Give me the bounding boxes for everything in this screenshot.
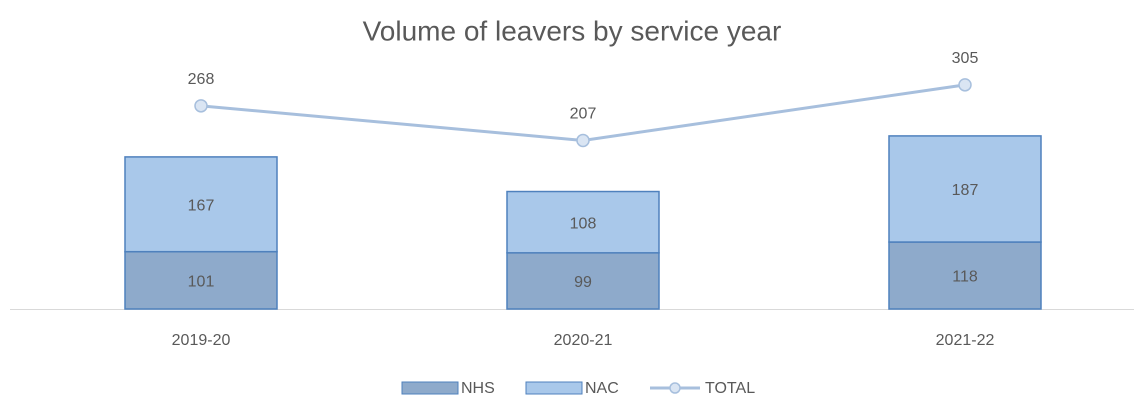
data-label: 108 [570, 215, 597, 232]
x-tick-label: 2019-20 [172, 332, 231, 349]
data-label: 305 [952, 50, 979, 67]
line-marker [958, 78, 972, 92]
chart-title: Volume of leavers by service year [363, 15, 782, 46]
data-label: 167 [188, 198, 215, 215]
legend-marker [669, 382, 681, 394]
data-label: 101 [188, 274, 215, 291]
legend-swatch [401, 381, 459, 395]
data-label: 187 [952, 182, 979, 199]
bar-segment [124, 156, 278, 253]
data-label: 268 [188, 71, 215, 88]
bar-segment [888, 135, 1042, 243]
legend-label: TOTAL [705, 380, 755, 397]
legend-swatch [525, 381, 583, 395]
legend-label: NAC [585, 380, 619, 397]
data-label: 207 [570, 106, 597, 123]
data-label: 118 [952, 269, 978, 286]
bar-segment [124, 250, 278, 310]
bar-segment [506, 190, 660, 254]
x-tick-label: 2020-21 [554, 332, 613, 349]
line-marker [194, 99, 208, 113]
x-tick-label: 2021-22 [936, 332, 995, 349]
legend-label: NHS [461, 380, 495, 397]
line-marker [576, 133, 590, 148]
bar-segment [506, 252, 660, 310]
data-label: 99 [574, 274, 592, 291]
